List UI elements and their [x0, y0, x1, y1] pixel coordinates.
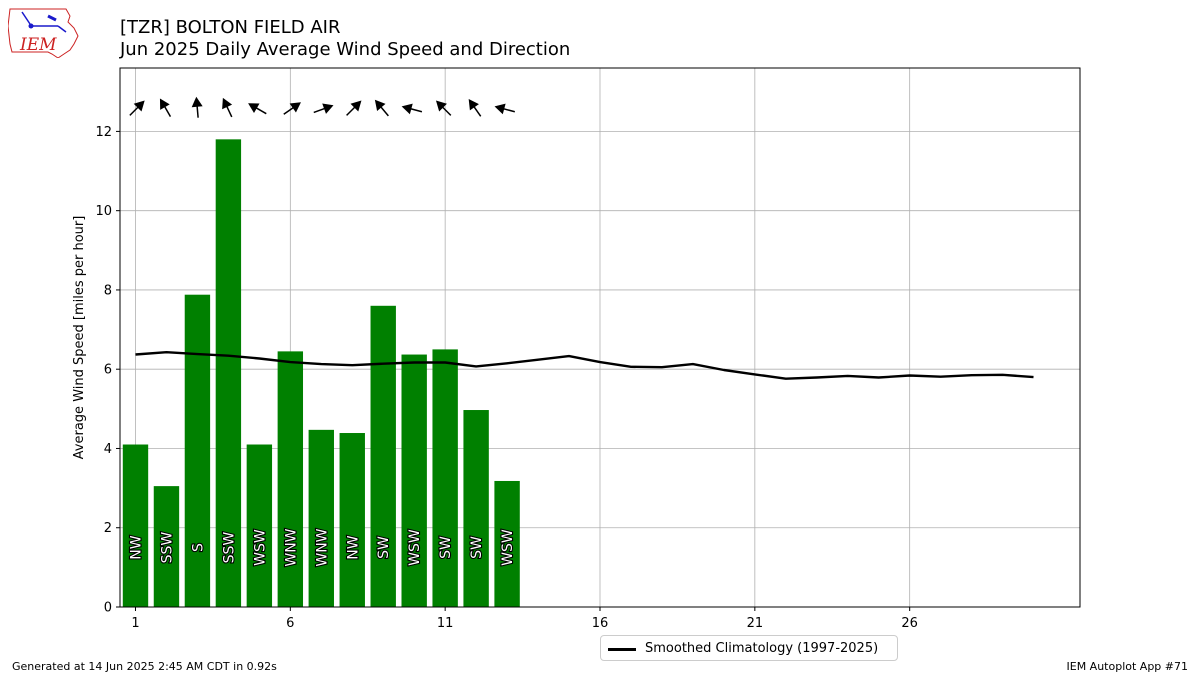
- direction-arrow-day-9: [374, 99, 389, 117]
- direction-label-day-6: WNW: [283, 528, 299, 566]
- bar-day-3: [184, 294, 211, 607]
- direction-label-day-3: S: [190, 543, 206, 552]
- direction-label-day-5: WSW: [252, 529, 268, 566]
- direction-arrow-day-13: [494, 103, 516, 115]
- y-tick-label: 6: [104, 363, 112, 378]
- chart-title: [TZR] BOLTON FIELD AIR: [120, 17, 341, 38]
- direction-arrow-day-11: [435, 100, 452, 116]
- direction-label-day-7: WNW: [314, 528, 330, 566]
- bar-day-5: [246, 444, 273, 607]
- x-tick-label: 16: [592, 616, 609, 631]
- iem-logo: IEM: [8, 8, 79, 58]
- direction-labels: NW SSW S SSW WSW WNW WNW NW SW WSW SW SW WSW: [127, 527, 517, 568]
- direction-arrow-day-10: [401, 103, 423, 115]
- bar-day-10: [401, 354, 427, 607]
- direction-label-day-8: NW: [345, 535, 361, 559]
- bar-day-13: [494, 480, 520, 607]
- direction-label-day-4: SSW: [221, 532, 237, 564]
- x-tick-label: 6: [286, 616, 294, 631]
- bar-day-12: [463, 410, 489, 607]
- direction-label-day-9: SW: [376, 536, 392, 559]
- direction-arrow-day-12: [468, 99, 482, 117]
- y-tick-label: 12: [95, 125, 112, 140]
- bar-day-1: [122, 444, 149, 607]
- x-tick-label: 26: [901, 616, 918, 631]
- y-axis-label: Average Wind Speed [miles per hour]: [72, 216, 87, 460]
- climatology-line: [135, 351, 1034, 380]
- direction-label-day-2: SSW: [159, 532, 175, 564]
- direction-arrow-day-6: [283, 102, 301, 115]
- generated-timestamp: Generated at 14 Jun 2025 2:45 AM CDT in …: [12, 660, 277, 673]
- bar-day-8: [339, 433, 365, 607]
- direction-label-day-10: WSW: [407, 529, 423, 566]
- x-tick-label: 21: [747, 616, 764, 631]
- app-credit: IEM Autoplot App #71: [1066, 660, 1189, 673]
- logo-wordmark: IEM: [19, 35, 57, 55]
- climatology-series: [135, 351, 1034, 380]
- direction-arrow-day-4: [222, 97, 233, 118]
- bar-day-11: [432, 349, 458, 607]
- bar-day-6: [277, 351, 304, 607]
- direction-arrow-day-3: [191, 96, 203, 118]
- y-tick-label: 0: [104, 601, 112, 616]
- direction-label-day-11: SW: [438, 536, 454, 559]
- legend-swatch-climatology: [608, 648, 636, 651]
- chart-subtitle: Jun 2025 Daily Average Wind Speed and Di…: [120, 39, 571, 60]
- x-tick-label: 11: [437, 616, 454, 631]
- direction-arrow-day-8: [346, 100, 362, 116]
- bar-series: [122, 139, 520, 607]
- direction-arrow-day-2: [159, 98, 172, 118]
- direction-label-day-12: SW: [469, 536, 485, 559]
- y-tick-label: 10: [95, 204, 112, 219]
- y-tick-label: 8: [104, 283, 112, 298]
- direction-arrow-day-1: [129, 100, 145, 116]
- x-tick-label: 1: [131, 616, 139, 631]
- bar-day-4: [215, 139, 242, 607]
- direction-label-day-13: WSW: [500, 529, 516, 566]
- legend-label-climatology: Smoothed Climatology (1997-2025): [645, 641, 879, 656]
- y-tick-label: 2: [104, 521, 112, 536]
- direction-arrows: [129, 96, 516, 118]
- legend: Smoothed Climatology (1997-2025): [600, 635, 898, 661]
- direction-arrow-day-7: [313, 103, 334, 114]
- bar-day-9: [370, 305, 396, 607]
- y-tick-label: 4: [104, 442, 112, 457]
- direction-label-day-1: NW: [128, 535, 144, 559]
- bar-day-2: [153, 486, 180, 607]
- direction-arrow-day-5: [248, 103, 267, 115]
- bar-day-7: [308, 429, 334, 607]
